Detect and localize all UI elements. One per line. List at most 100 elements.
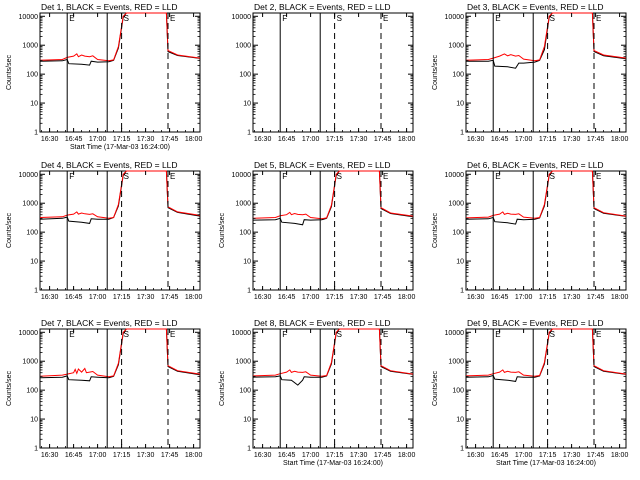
event-marker-label: F xyxy=(282,14,287,23)
lld-series-line xyxy=(465,328,627,377)
x-tick-label: 17:30 xyxy=(350,294,368,301)
detector-panel: Det 9, BLACK = Events, RED = LLD E S E 1 10 10… xyxy=(432,318,628,467)
plot-frame xyxy=(465,12,627,133)
x-tick-label: 18:00 xyxy=(398,136,416,143)
y-tick-label: 1 xyxy=(460,130,464,137)
x-tick-label: 18:00 xyxy=(398,294,416,301)
x-tick-label: 16:45 xyxy=(65,452,83,459)
panel-title: Det 9, BLACK = Events, RED = LLD xyxy=(467,318,604,328)
x-tick-label: 17:00 xyxy=(302,452,320,459)
x-tick-label: 18:00 xyxy=(185,452,203,459)
event-marker-label: F xyxy=(282,330,287,339)
y-tick-label: 10 xyxy=(456,101,464,108)
lld-series-line xyxy=(465,170,627,219)
x-tick-label: 17:15 xyxy=(539,136,557,143)
lld-series-line xyxy=(39,328,201,378)
x-tick-label: 17:45 xyxy=(161,294,179,301)
y-tick-label: 10000 xyxy=(232,14,252,21)
detector-panel: Det 8, BLACK = Events, RED = LLD F S E 1 10 10… xyxy=(219,318,415,467)
x-tick-label: 17:30 xyxy=(137,452,155,459)
x-tick-label: 17:30 xyxy=(563,452,581,459)
y-axis-label: Counts/sec xyxy=(432,370,439,406)
x-tick-label: 16:45 xyxy=(278,136,296,143)
detector-panel: Det 4, BLACK = Events, RED = LLD F S E 1 10 10… xyxy=(6,160,202,301)
event-marker-label: E xyxy=(596,330,601,339)
x-tick-label: 17:15 xyxy=(326,452,344,459)
x-tick-label: 16:30 xyxy=(41,136,59,143)
lld-series-line xyxy=(252,170,414,220)
y-tick-label: 100 xyxy=(239,230,251,237)
x-tick-label: 16:45 xyxy=(491,294,509,301)
y-axis-label: Counts/sec xyxy=(432,212,439,248)
event-marker-label: E xyxy=(596,172,601,181)
detector-panel: Det 1, BLACK = Events, RED = LLD E S E 1 10 10… xyxy=(6,2,202,151)
event-marker-label: F xyxy=(282,172,287,181)
x-tick-label: 18:00 xyxy=(611,136,629,143)
event-marker-label: E xyxy=(383,172,388,181)
event-marker-label: E xyxy=(170,14,175,23)
panel-title: Det 4, BLACK = Events, RED = LLD xyxy=(41,160,178,170)
x-tick-label: 17:30 xyxy=(563,294,581,301)
y-tick-label: 1 xyxy=(34,288,38,295)
x-tick-label: 16:30 xyxy=(254,294,272,301)
x-tick-label: 17:15 xyxy=(326,136,344,143)
y-tick-label: 100 xyxy=(26,72,38,79)
x-tick-label: 17:15 xyxy=(113,452,131,459)
panel-title: Det 1, BLACK = Events, RED = LLD xyxy=(41,2,178,12)
lld-series-line xyxy=(39,12,201,62)
x-tick-label: 17:15 xyxy=(539,294,557,301)
event-marker-label: E xyxy=(383,14,388,23)
x-tick-label: 17:45 xyxy=(587,136,605,143)
x-tick-label: 16:30 xyxy=(41,294,59,301)
y-tick-label: 10000 xyxy=(19,14,39,21)
plot-frame xyxy=(39,170,201,291)
event-marker-label: E xyxy=(69,330,74,339)
x-tick-label: 17:00 xyxy=(515,136,533,143)
event-marker-label: S xyxy=(337,330,342,339)
event-marker-label: S xyxy=(550,172,555,181)
event-marker-label: E xyxy=(170,330,175,339)
y-axis-label: Counts/sec xyxy=(219,212,226,248)
x-tick-label: 17:00 xyxy=(302,294,320,301)
plot-frame xyxy=(465,170,627,291)
x-tick-label: 17:45 xyxy=(587,452,605,459)
x-tick-label: 17:45 xyxy=(161,136,179,143)
x-tick-label: 16:30 xyxy=(254,136,272,143)
x-tick-label: 18:00 xyxy=(185,136,203,143)
y-tick-label: 10000 xyxy=(232,330,252,337)
y-tick-label: 1000 xyxy=(448,359,464,366)
y-tick-label: 1000 xyxy=(235,201,251,208)
lld-series-line xyxy=(465,12,627,62)
plot-frame xyxy=(252,170,414,291)
x-tick-label: 16:45 xyxy=(491,452,509,459)
x-tick-label: 17:45 xyxy=(374,452,392,459)
x-tick-label: 17:00 xyxy=(89,294,107,301)
event-marker-label: S xyxy=(337,14,342,23)
panel-title: Det 6, BLACK = Events, RED = LLD xyxy=(467,160,604,170)
y-tick-label: 1000 xyxy=(22,359,38,366)
x-tick-label: 16:45 xyxy=(65,294,83,301)
detector-panel: Det 7, BLACK = Events, RED = LLD E S E 1 10 10… xyxy=(6,318,202,459)
x-tick-label: 17:15 xyxy=(326,294,344,301)
plot-frame xyxy=(465,328,627,449)
y-tick-label: 10 xyxy=(456,417,464,424)
event-marker-label: E xyxy=(495,330,500,339)
x-tick-label: 17:30 xyxy=(350,452,368,459)
x-tick-label: 17:00 xyxy=(302,136,320,143)
y-tick-label: 10000 xyxy=(232,172,252,179)
panel-title: Det 8, BLACK = Events, RED = LLD xyxy=(254,318,391,328)
y-tick-label: 1 xyxy=(247,130,251,137)
panel-title: Det 5, BLACK = Events, RED = LLD xyxy=(254,160,391,170)
x-tick-label: 18:00 xyxy=(611,452,629,459)
x-tick-label: 16:30 xyxy=(467,452,485,459)
plot-frame xyxy=(252,328,414,449)
x-tick-label: 17:15 xyxy=(113,294,131,301)
y-tick-label: 100 xyxy=(239,388,251,395)
y-tick-label: 1 xyxy=(247,446,251,453)
event-marker-label: E xyxy=(495,172,500,181)
panel-title: Det 7, BLACK = Events, RED = LLD xyxy=(41,318,178,328)
y-tick-label: 100 xyxy=(26,388,38,395)
y-tick-label: 10 xyxy=(456,259,464,266)
event-marker-label: E xyxy=(383,330,388,339)
